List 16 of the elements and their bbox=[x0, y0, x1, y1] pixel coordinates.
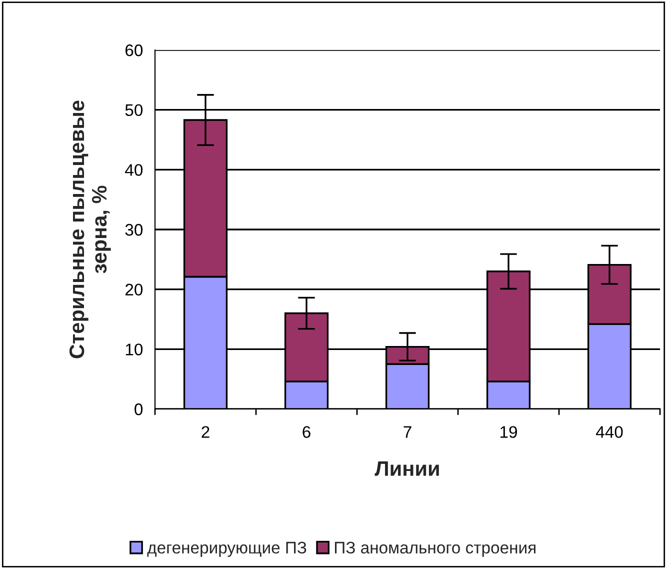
y-tick-label: 50 bbox=[125, 104, 143, 116]
y-axis-title: Стерильные пыльцевые зерна, % bbox=[69, 100, 111, 358]
x-tick-label: 440 bbox=[596, 426, 623, 438]
x-tick-label: 6 bbox=[302, 426, 310, 438]
legend-label: ПЗ аномального строения bbox=[334, 542, 536, 557]
legend-label: дегенерирующие ПЗ bbox=[147, 542, 306, 557]
x-axis-title: Линии bbox=[374, 461, 439, 476]
x-tick-label: 7 bbox=[404, 426, 412, 438]
y-tick-label: 20 bbox=[125, 284, 143, 296]
y-tick-label: 60 bbox=[126, 44, 143, 56]
y-tick-label: 30 bbox=[125, 224, 143, 236]
y-tick-label: 40 bbox=[125, 164, 143, 176]
y-tick-label: 0 bbox=[134, 403, 143, 416]
x-tick-label: 2 bbox=[202, 426, 210, 438]
y-tick-label: 10 bbox=[126, 344, 143, 356]
x-tick-label: 19 bbox=[500, 426, 517, 438]
